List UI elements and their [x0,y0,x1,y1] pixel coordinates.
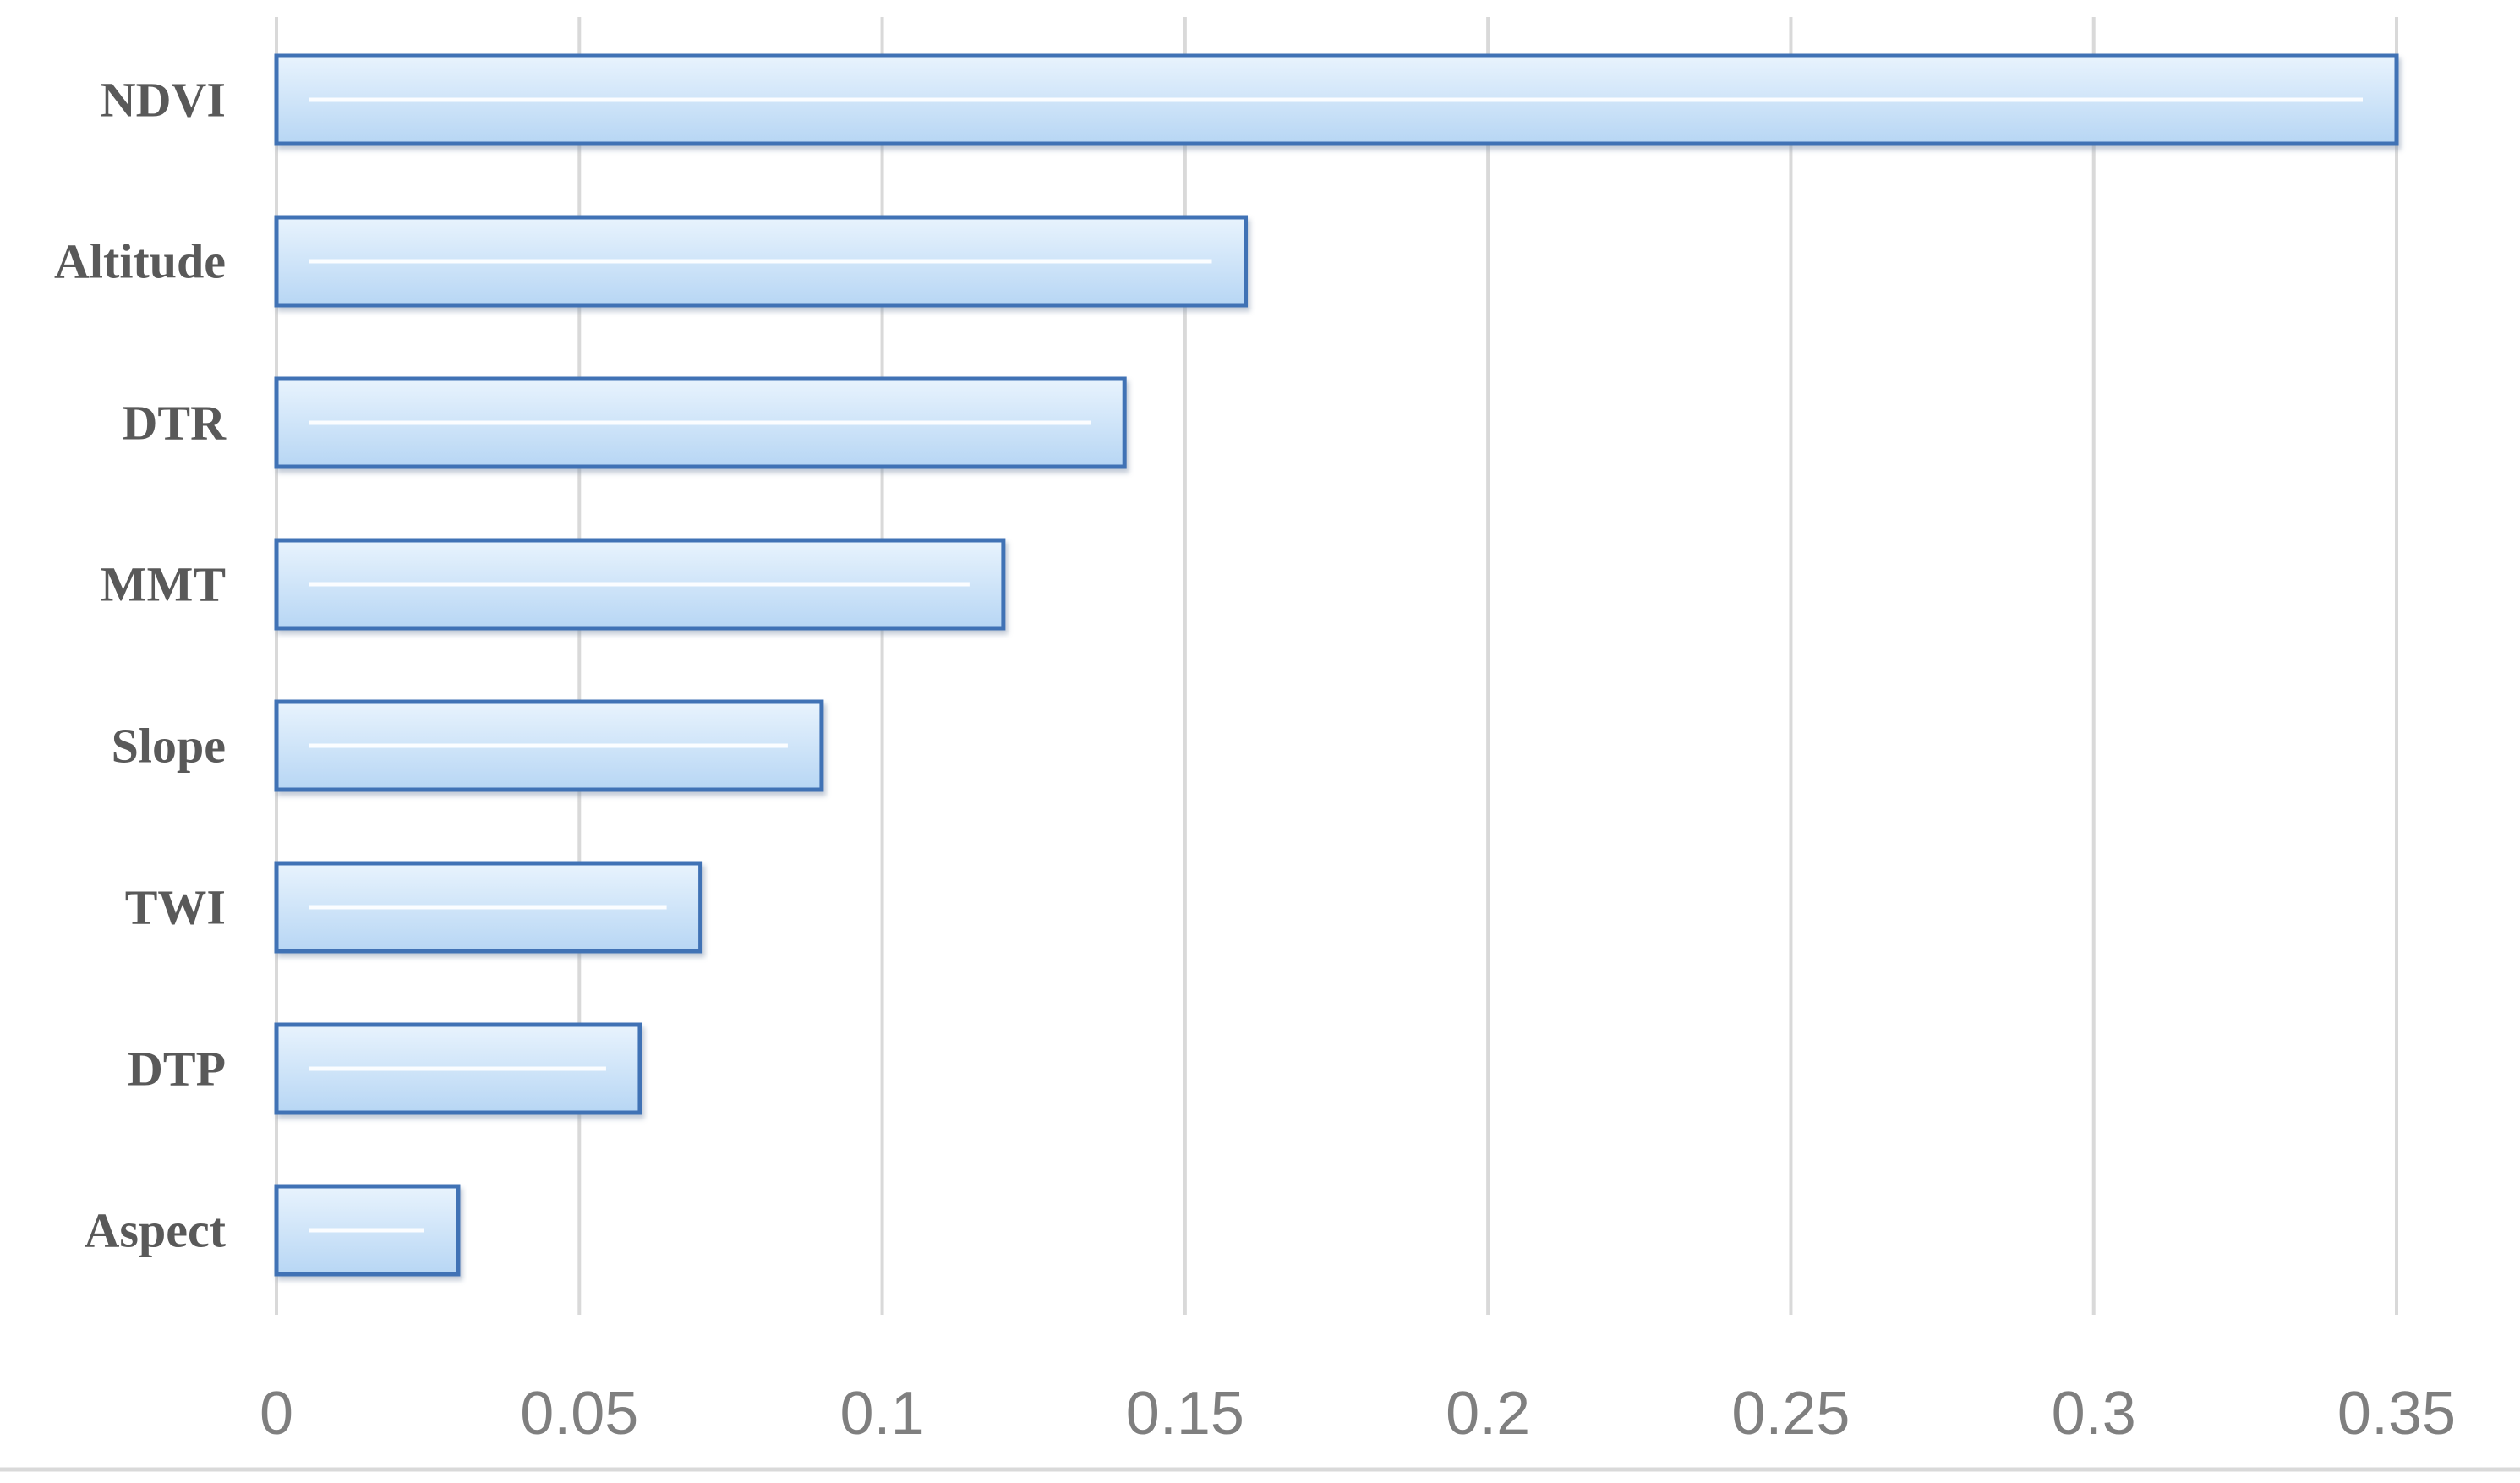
x-tick-label-3: 0.15 [1126,1380,1244,1447]
bar-slope [274,699,824,792]
x-tick-label-4: 0.2 [1446,1380,1530,1447]
category-label-dtp: DTP [128,1042,226,1097]
x-tick-label-2: 0.1 [840,1380,925,1447]
category-labels: NDVI Altitude DTR MMT Slope TWI DTP Aspect [54,73,227,1258]
category-label-aspect: Aspect [84,1203,226,1258]
bar-dtp [274,1022,642,1115]
bar-dtr [274,376,1127,469]
category-label-twi: TWI [125,880,226,935]
category-label-altitude: Altitude [54,234,226,289]
bar-ndvi [274,53,2399,146]
x-tick-label-0: 0 [260,1380,293,1447]
x-tick-labels: 0 0.05 0.1 0.15 0.2 0.25 0.3 0.35 [260,1380,2456,1447]
gridlines [275,17,2398,1315]
bars [274,53,2399,1277]
bar-altitude [274,215,1249,308]
category-label-mmt: MMT [101,557,226,612]
category-label-ndvi: NDVI [101,73,226,128]
x-tick-label-6: 0.3 [2052,1380,2136,1447]
bar-aspect [274,1184,461,1277]
x-tick-label-7: 0.35 [2337,1380,2456,1447]
bar-mmt [274,538,1006,631]
x-tick-label-5: 0.25 [1731,1380,1850,1447]
x-tick-label-1: 0.05 [520,1380,638,1447]
category-label-dtr: DTR [123,396,227,451]
bar-twi [274,861,703,954]
category-label-slope: Slope [112,719,226,774]
